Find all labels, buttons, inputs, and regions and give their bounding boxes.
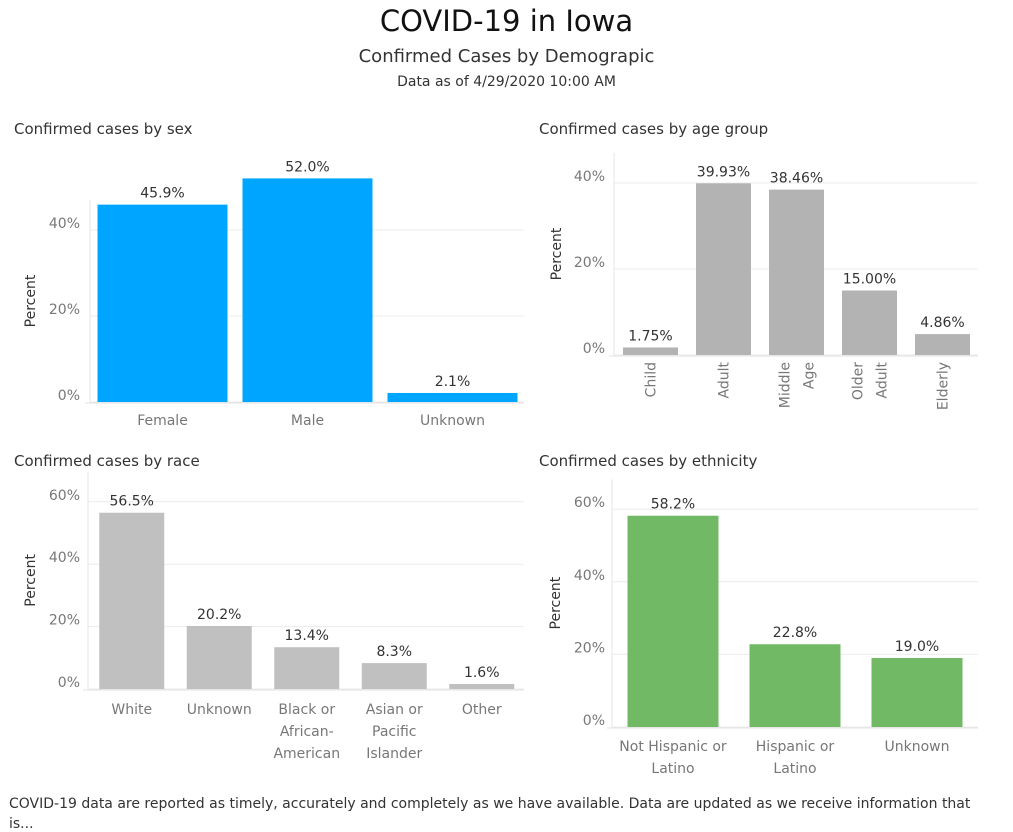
x-tick-label: Pacific bbox=[372, 724, 417, 740]
y-tick-label: 0% bbox=[58, 675, 80, 691]
y-tick-label: 0% bbox=[583, 341, 605, 357]
bar-sex-0 bbox=[97, 204, 228, 402]
data-label: 8.3% bbox=[376, 644, 412, 660]
y-axis-title: Percent bbox=[549, 227, 565, 280]
bar-sex-2 bbox=[387, 392, 518, 402]
y-tick-label: 20% bbox=[574, 255, 605, 271]
data-label: 56.5% bbox=[110, 494, 154, 510]
bar-age-2 bbox=[769, 189, 824, 355]
data-label: 39.93% bbox=[697, 164, 750, 180]
x-tick-label: Middle bbox=[778, 362, 794, 408]
y-tick-label: 20% bbox=[49, 302, 80, 318]
y-tick-label: 0% bbox=[58, 388, 80, 404]
bar-age-1 bbox=[696, 183, 751, 355]
data-as-of: Data as of 4/29/2020 10:00 AM bbox=[397, 74, 616, 90]
data-label: 45.9% bbox=[140, 186, 184, 202]
x-tick-label: African- bbox=[280, 724, 334, 740]
x-tick-label: Adult bbox=[717, 362, 733, 399]
y-tick-label: 20% bbox=[49, 613, 80, 629]
bar-ethnicity-2 bbox=[871, 658, 963, 727]
bar-age-0 bbox=[623, 347, 678, 355]
x-tick-label: Hispanic or bbox=[756, 739, 835, 755]
y-axis-title: Percent bbox=[23, 274, 39, 327]
data-label: 38.46% bbox=[770, 171, 823, 187]
bar-ethnicity-0 bbox=[627, 515, 719, 727]
chart-title-ethnicity: Confirmed cases by ethnicity bbox=[539, 452, 758, 470]
x-tick-label: Male bbox=[291, 413, 324, 429]
x-tick-label: Female bbox=[137, 413, 188, 429]
data-label: 19.0% bbox=[895, 639, 939, 655]
bar-race-3 bbox=[361, 663, 427, 689]
y-tick-label: 40% bbox=[49, 216, 80, 232]
data-label: 58.2% bbox=[651, 497, 695, 513]
data-label: 15.00% bbox=[843, 272, 896, 288]
x-tick-label: Asian or bbox=[366, 702, 423, 718]
x-tick-label: Older bbox=[851, 362, 867, 400]
x-tick-label: Age bbox=[802, 362, 818, 389]
data-label: 1.75% bbox=[628, 328, 672, 344]
y-tick-label: 40% bbox=[49, 550, 80, 566]
x-tick-label: Other bbox=[462, 702, 502, 718]
data-label: 1.6% bbox=[464, 665, 500, 681]
y-axis-title: Percent bbox=[23, 554, 39, 607]
data-label: 22.8% bbox=[773, 625, 817, 641]
data-label: 4.86% bbox=[920, 315, 964, 331]
x-tick-label: Child bbox=[644, 362, 660, 397]
data-label: 13.4% bbox=[285, 628, 329, 644]
page-subtitle: Confirmed Cases by Demograpic bbox=[358, 46, 655, 67]
bar-race-0 bbox=[99, 512, 165, 689]
bar-ethnicity-1 bbox=[749, 644, 841, 727]
x-tick-label: Latino bbox=[773, 761, 816, 777]
y-tick-label: 60% bbox=[49, 488, 80, 504]
x-tick-label: Unknown bbox=[187, 702, 252, 718]
bar-race-1 bbox=[186, 625, 252, 689]
x-tick-label: Not Hispanic or bbox=[619, 739, 727, 755]
chart-title-age: Confirmed cases by age group bbox=[539, 120, 769, 138]
x-tick-label: Islander bbox=[366, 746, 422, 762]
data-label: 52.0% bbox=[285, 159, 329, 175]
x-tick-label: Unknown bbox=[885, 739, 950, 755]
x-tick-label: White bbox=[111, 702, 152, 718]
chart-title-race: Confirmed cases by race bbox=[14, 452, 200, 470]
data-label: 2.1% bbox=[435, 374, 471, 390]
bar-sex-1 bbox=[242, 178, 373, 402]
bar-race-2 bbox=[274, 647, 340, 689]
y-tick-label: 0% bbox=[583, 713, 605, 729]
y-tick-label: 40% bbox=[574, 568, 605, 584]
bar-race-4 bbox=[449, 684, 515, 689]
y-tick-label: 40% bbox=[574, 169, 605, 185]
x-tick-label: Unknown bbox=[420, 413, 485, 429]
x-tick-label: Black or bbox=[278, 702, 335, 718]
bar-age-3 bbox=[842, 290, 897, 355]
data-label: 20.2% bbox=[197, 607, 241, 623]
y-axis-title: Percent bbox=[548, 576, 564, 629]
chart-title-sex: Confirmed cases by sex bbox=[14, 120, 193, 138]
footer-note: COVID-19 data are reported as timely, ac… bbox=[9, 796, 971, 812]
x-tick-label: Adult bbox=[875, 362, 891, 399]
bar-age-4 bbox=[915, 334, 970, 355]
page-title: COVID-19 in Iowa bbox=[379, 4, 634, 38]
footer-note-continued: is... bbox=[9, 816, 34, 832]
x-tick-label: Elderly bbox=[936, 362, 952, 410]
x-tick-label: Latino bbox=[651, 761, 694, 777]
y-tick-label: 60% bbox=[574, 495, 605, 511]
x-tick-label: American bbox=[273, 746, 340, 762]
y-tick-label: 20% bbox=[574, 640, 605, 656]
